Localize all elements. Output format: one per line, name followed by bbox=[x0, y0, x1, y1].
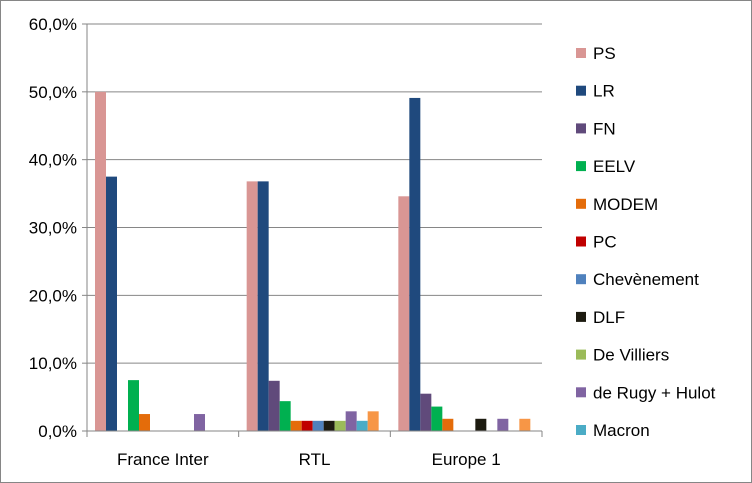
bar bbox=[246, 181, 258, 431]
bar bbox=[334, 420, 346, 431]
bar bbox=[475, 418, 487, 431]
bar bbox=[95, 91, 106, 431]
bar bbox=[497, 418, 509, 431]
legend: PS LR FN EELV MODEM PC Chevènement DLF De Villie… bbox=[576, 44, 716, 440]
bar bbox=[279, 401, 291, 431]
y-tick-label: 40,0% bbox=[29, 151, 77, 170]
legend-swatch bbox=[576, 349, 586, 360]
legend-swatch bbox=[576, 387, 586, 398]
bar bbox=[106, 176, 117, 431]
gridlines bbox=[87, 23, 542, 364]
legend-swatch bbox=[576, 48, 586, 58]
bar bbox=[519, 418, 531, 431]
legend-swatch bbox=[576, 161, 586, 172]
bar bbox=[312, 420, 324, 431]
legend-swatch bbox=[576, 123, 586, 134]
bar bbox=[323, 420, 335, 431]
x-tick-label: RTL bbox=[299, 450, 331, 469]
legend-label: de Rugy + Hulot bbox=[593, 383, 716, 402]
bar bbox=[128, 380, 139, 431]
legend-swatch bbox=[576, 236, 586, 247]
bar bbox=[194, 414, 205, 431]
legend-swatch bbox=[576, 85, 586, 96]
bar bbox=[420, 393, 432, 431]
legend-swatch bbox=[576, 425, 586, 435]
y-tick-label: 10,0% bbox=[29, 354, 77, 373]
legend-label: LR bbox=[593, 82, 615, 101]
bars bbox=[95, 91, 531, 432]
bar bbox=[398, 196, 410, 431]
x-axis-ticks: France Inter RTL Europe 1 bbox=[117, 450, 501, 469]
legend-swatch bbox=[576, 198, 586, 209]
y-tick-label: 0,0% bbox=[38, 422, 77, 441]
legend-swatch bbox=[576, 311, 586, 322]
bar bbox=[431, 406, 443, 431]
legend-swatch bbox=[576, 274, 586, 285]
bar bbox=[301, 420, 313, 431]
bar bbox=[409, 97, 421, 432]
legend-label: Chevènement bbox=[593, 270, 699, 289]
bar bbox=[356, 420, 368, 431]
legend-label: PS bbox=[593, 44, 616, 63]
legend-label: Macron bbox=[593, 421, 650, 440]
legend-label: DLF bbox=[593, 308, 625, 327]
bar bbox=[367, 411, 379, 431]
y-tick-label: 50,0% bbox=[29, 83, 77, 102]
legend-label: PC bbox=[593, 233, 617, 252]
bar bbox=[139, 414, 150, 431]
bar bbox=[345, 411, 357, 431]
x-tick-label: Europe 1 bbox=[432, 450, 501, 469]
legend-label: MODEM bbox=[593, 195, 658, 214]
legend-label: EELV bbox=[593, 157, 636, 176]
legend-label: De Villiers bbox=[593, 346, 669, 365]
bar bbox=[442, 418, 454, 431]
bar bbox=[257, 181, 269, 431]
bar bbox=[290, 420, 302, 431]
legend-label: FN bbox=[593, 119, 616, 138]
y-tick-label: 30,0% bbox=[29, 219, 77, 238]
bar bbox=[268, 380, 280, 431]
axes bbox=[82, 23, 543, 437]
y-tick-label: 20,0% bbox=[29, 286, 77, 305]
y-tick-label: 60,0% bbox=[29, 15, 77, 34]
y-axis-ticks: 0,0% 10,0% 20,0% 30,0% 40,0% 50,0% 60,0% bbox=[29, 15, 77, 441]
x-tick-label: France Inter bbox=[117, 450, 209, 469]
